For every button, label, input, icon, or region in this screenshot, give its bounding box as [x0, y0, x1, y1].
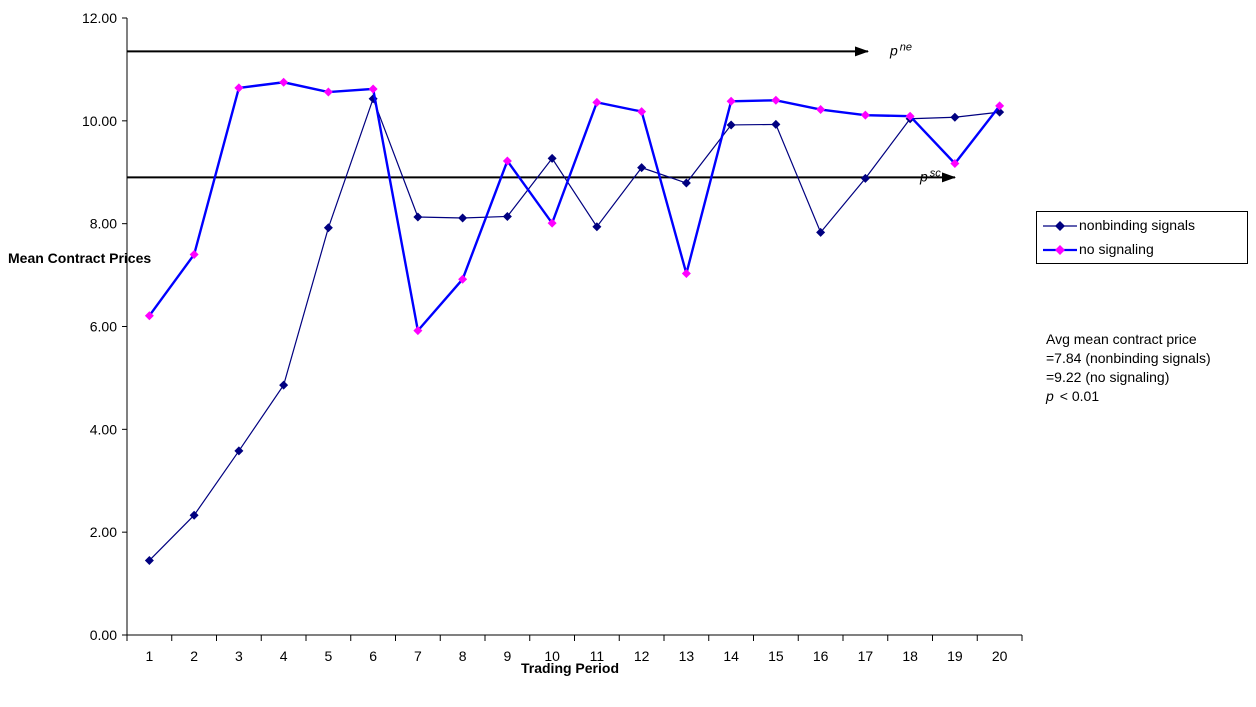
- x-tick-label: 8: [459, 648, 467, 664]
- data-point: [592, 222, 602, 232]
- x-tick-label: 14: [723, 648, 739, 664]
- data-point: [860, 110, 870, 120]
- annotation-line-3: =9.22 (no signaling): [1046, 369, 1170, 385]
- x-axis-title: Trading Period: [521, 660, 619, 676]
- reference-label-symbol: p: [889, 42, 898, 58]
- y-tick-label: 8.00: [90, 216, 117, 232]
- data-point: [368, 84, 378, 94]
- y-tick-label: 6.00: [90, 319, 117, 335]
- data-point: [323, 87, 333, 97]
- y-axis-title: Mean Contract Prices: [8, 250, 151, 266]
- data-point: [458, 213, 468, 223]
- data-point: [592, 97, 602, 107]
- data-point: [681, 178, 691, 188]
- legend-label-no-signaling: no signaling: [1079, 241, 1154, 257]
- legend-label-nonbinding: nonbinding signals: [1079, 217, 1195, 233]
- reference-label-superscript: ne: [900, 41, 912, 53]
- reference-label-symbol: p: [919, 168, 928, 184]
- annotation-note: Avg mean contract price =7.84 (nonbindin…: [1046, 330, 1226, 406]
- x-tick-label: 13: [679, 648, 695, 664]
- annotation-line-1: Avg mean contract price: [1046, 331, 1197, 347]
- data-point: [547, 153, 557, 163]
- x-tick-label: 7: [414, 648, 422, 664]
- data-point: [234, 83, 244, 93]
- data-point: [637, 107, 647, 117]
- data-point: [547, 218, 557, 228]
- x-tick-label: 20: [992, 648, 1008, 664]
- data-point: [995, 101, 1005, 111]
- y-tick-label: 2.00: [90, 524, 117, 540]
- data-point: [771, 119, 781, 129]
- x-tick-label: 16: [813, 648, 829, 664]
- x-tick-label: 12: [634, 648, 650, 664]
- x-tick-label: 5: [324, 648, 332, 664]
- legend-item-no-signaling: no signaling: [1037, 239, 1247, 261]
- x-tick-label: 17: [858, 648, 874, 664]
- data-point: [816, 227, 826, 237]
- y-tick-label: 4.00: [90, 421, 117, 437]
- data-point: [502, 211, 512, 221]
- annotation-p-symbol: p: [1046, 388, 1054, 404]
- data-point: [279, 77, 289, 87]
- annotation-p-text: < 0.01: [1059, 388, 1100, 404]
- data-point: [816, 105, 826, 115]
- data-point: [726, 96, 736, 106]
- data-point: [637, 163, 647, 173]
- reference-label-ne: p ne: [889, 41, 912, 58]
- x-tick-label: 9: [503, 648, 511, 664]
- x-tick-label: 2: [190, 648, 198, 664]
- data-point: [144, 311, 154, 321]
- y-tick-label: 10.00: [82, 113, 117, 129]
- data-point: [144, 555, 154, 565]
- data-point: [860, 173, 870, 183]
- x-tick-label: 6: [369, 648, 377, 664]
- y-tick-label: 0.00: [90, 627, 117, 643]
- data-point: [189, 250, 199, 260]
- data-point: [189, 510, 199, 520]
- series-line: [148, 96, 1000, 561]
- series-nonbinding-signals: [144, 94, 1005, 565]
- x-tick-label: 19: [947, 648, 963, 664]
- x-tick-label: 3: [235, 648, 243, 664]
- legend-item-nonbinding: nonbinding signals: [1037, 215, 1247, 237]
- series-line: [148, 81, 1001, 334]
- annotation-line-2: =7.84 (nonbinding signals): [1046, 350, 1211, 366]
- reference-lines: p nep sc: [127, 41, 956, 184]
- data-point: [413, 326, 423, 336]
- data-point: [681, 269, 691, 279]
- data-point: [726, 120, 736, 130]
- data-point: [502, 156, 512, 166]
- axes: [126, 18, 1022, 636]
- legend-swatch-no-signaling: [1043, 245, 1077, 255]
- data-point: [950, 159, 960, 169]
- data-point: [771, 95, 781, 105]
- data-point: [323, 223, 333, 233]
- x-tick-label: 18: [902, 648, 918, 664]
- x-tick-label: 4: [280, 648, 288, 664]
- legend-swatch-nonbinding: [1043, 221, 1077, 231]
- x-tick-label: 11: [590, 648, 605, 664]
- x-tick-label: 10: [544, 648, 560, 664]
- data-point: [458, 274, 468, 284]
- reference-label-superscript: sc: [930, 167, 942, 179]
- annotation-pvalue: p < 0.01: [1046, 387, 1226, 406]
- reference-label-sc: p sc: [919, 167, 941, 184]
- series-layer: [144, 77, 1005, 565]
- data-point: [279, 380, 289, 390]
- data-point: [905, 111, 915, 121]
- data-point: [234, 446, 244, 456]
- x-tick-label: 1: [145, 648, 153, 664]
- legend: nonbinding signals no signaling: [1036, 211, 1248, 264]
- data-point: [950, 112, 960, 122]
- series-no-signaling: [144, 77, 1005, 336]
- data-point: [413, 212, 423, 222]
- x-tick-label: 15: [768, 648, 784, 664]
- y-tick-label: 12.00: [82, 10, 117, 26]
